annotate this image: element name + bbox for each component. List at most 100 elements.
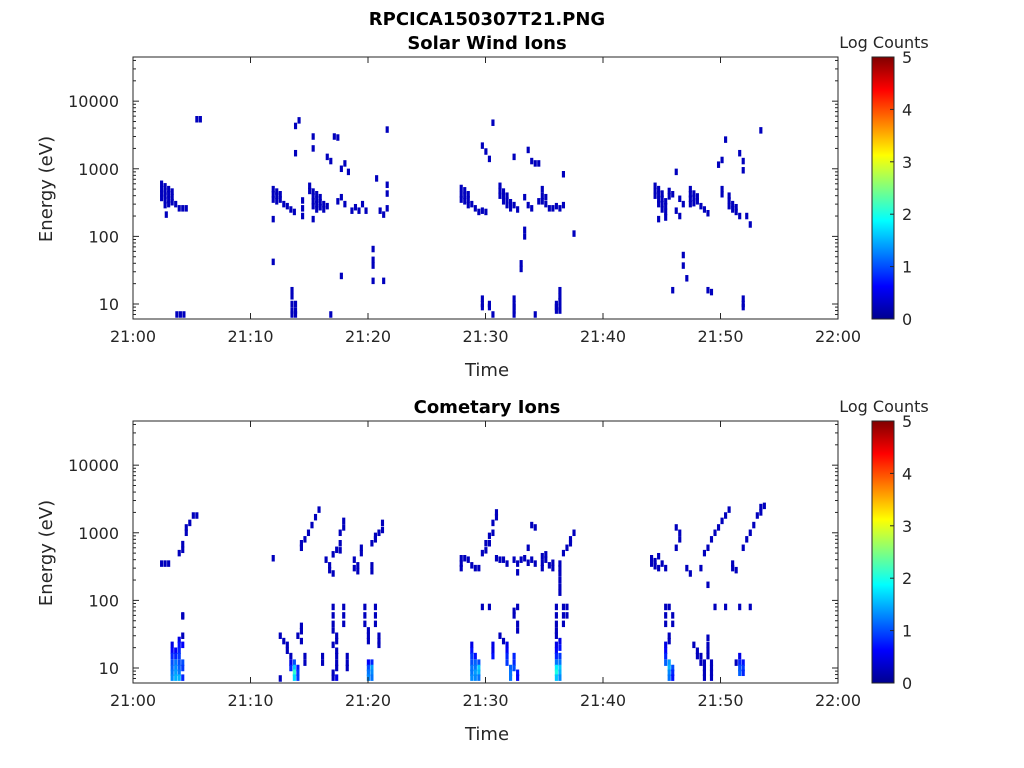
data-cell bbox=[516, 603, 520, 611]
data-cell bbox=[459, 196, 463, 203]
data-cell bbox=[299, 637, 303, 645]
data-cell bbox=[366, 637, 370, 645]
data-cell bbox=[558, 297, 562, 305]
data-cell bbox=[163, 560, 167, 567]
data-cell bbox=[561, 201, 566, 209]
panel-title-cometary: Cometary Ions bbox=[414, 397, 561, 418]
data-cell bbox=[321, 652, 325, 660]
data-cell bbox=[299, 544, 303, 552]
data-cell bbox=[271, 258, 275, 266]
data-cell bbox=[335, 664, 339, 672]
data-cell bbox=[181, 205, 185, 212]
data-cell bbox=[491, 519, 495, 527]
data-cell bbox=[477, 674, 481, 681]
data-cell bbox=[653, 182, 657, 190]
data-cell bbox=[177, 549, 181, 557]
data-cell bbox=[657, 552, 661, 560]
data-cell bbox=[359, 549, 363, 557]
data-cell bbox=[174, 669, 178, 677]
data-cell bbox=[561, 549, 566, 557]
data-cell bbox=[660, 560, 664, 567]
data-cell bbox=[360, 200, 365, 208]
data-cell bbox=[177, 669, 181, 677]
data-cell bbox=[480, 207, 484, 214]
data-cell bbox=[181, 540, 185, 548]
data-cell bbox=[509, 664, 513, 672]
data-cell bbox=[366, 664, 370, 672]
panel-title-solar-wind: Solar Wind Ions bbox=[407, 33, 566, 54]
x-axis-label-solar-wind: Time bbox=[464, 360, 509, 381]
data-cell bbox=[660, 190, 664, 197]
data-cell bbox=[345, 652, 349, 660]
data-cell bbox=[509, 198, 513, 206]
data-cell bbox=[720, 517, 724, 525]
data-cell bbox=[356, 567, 360, 575]
data-cell bbox=[709, 659, 714, 666]
data-cell bbox=[318, 193, 322, 201]
data-cell bbox=[657, 185, 661, 193]
data-cell bbox=[293, 311, 298, 318]
data-cell bbox=[370, 674, 374, 681]
data-cell bbox=[491, 652, 495, 660]
data-cell bbox=[685, 564, 689, 572]
y-axis-label-cometary: Energy (eV) bbox=[36, 500, 57, 606]
data-cell bbox=[184, 524, 188, 531]
data-cell bbox=[477, 664, 481, 672]
data-cell bbox=[741, 664, 745, 672]
colorbar-gradient bbox=[871, 56, 895, 320]
y-tick-label: 10000 bbox=[68, 456, 119, 475]
data-cell bbox=[292, 659, 296, 666]
data-cell bbox=[505, 647, 509, 654]
data-cell bbox=[706, 209, 710, 217]
data-cell bbox=[335, 637, 339, 645]
data-cell bbox=[473, 669, 477, 677]
data-cell bbox=[498, 556, 502, 563]
data-cell bbox=[331, 627, 335, 634]
data-cell bbox=[568, 539, 573, 547]
data-cell bbox=[181, 659, 185, 666]
colorbar-tick-label: 5 bbox=[902, 48, 912, 67]
data-cell bbox=[537, 198, 541, 205]
data-cell bbox=[657, 200, 661, 208]
data-cell bbox=[303, 536, 307, 543]
data-cell bbox=[551, 559, 555, 567]
data-cell bbox=[540, 198, 544, 205]
data-cell bbox=[470, 664, 474, 672]
data-cell bbox=[278, 190, 282, 198]
data-cell bbox=[738, 212, 742, 220]
data-cell bbox=[174, 674, 178, 681]
data-cell bbox=[170, 659, 174, 666]
data-cell bbox=[271, 215, 275, 223]
data-cell bbox=[558, 570, 562, 577]
data-cell bbox=[699, 659, 703, 666]
data-cell bbox=[178, 311, 182, 318]
data-cell bbox=[299, 539, 303, 547]
data-cell bbox=[526, 544, 530, 552]
data-cell bbox=[322, 200, 326, 208]
data-cell bbox=[290, 311, 294, 318]
data-cell bbox=[311, 188, 315, 195]
data-cell bbox=[716, 524, 721, 531]
data-cell bbox=[160, 194, 164, 202]
data-cell bbox=[537, 160, 541, 167]
data-cell bbox=[727, 202, 731, 210]
data-cell bbox=[671, 286, 675, 294]
data-cell bbox=[285, 202, 289, 210]
data-cell bbox=[755, 512, 759, 519]
colorbar-tick-label: 1 bbox=[902, 258, 912, 277]
data-cell bbox=[709, 536, 714, 543]
data-cell bbox=[530, 521, 534, 529]
data-cell bbox=[377, 641, 381, 649]
data-cell bbox=[278, 675, 282, 682]
data-cell bbox=[377, 632, 381, 639]
colorbar-tick-label: 1 bbox=[902, 622, 912, 641]
data-cell bbox=[177, 205, 181, 212]
data-cell bbox=[177, 659, 181, 666]
data-cell bbox=[512, 201, 516, 209]
data-cell bbox=[692, 641, 696, 649]
x-axis-label-cometary: Time bbox=[464, 724, 509, 745]
data-cell bbox=[547, 562, 551, 569]
data-cell bbox=[660, 200, 664, 208]
data-cell bbox=[498, 187, 502, 195]
data-cell bbox=[544, 200, 548, 208]
